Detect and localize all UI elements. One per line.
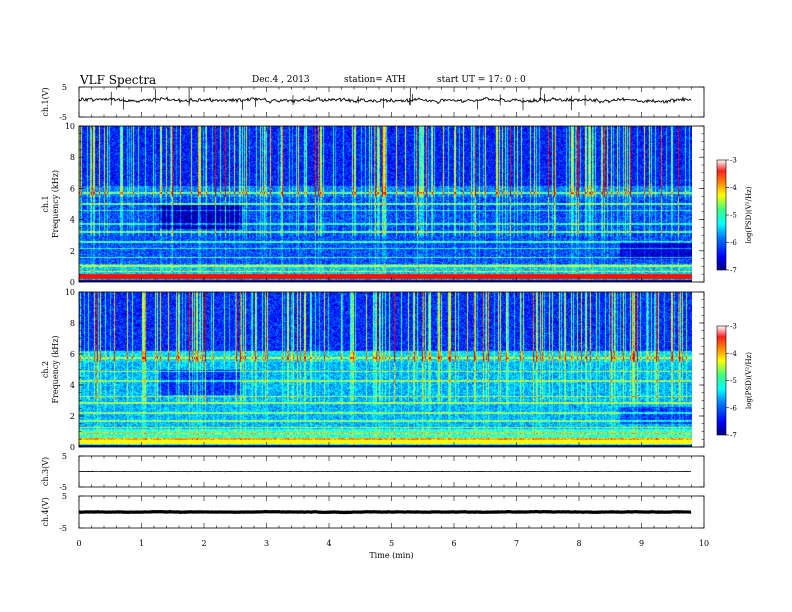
colorbar-tick-label: -4	[730, 184, 737, 192]
x-tick-label: 1	[139, 539, 144, 548]
y-tick-label: 8	[70, 319, 75, 328]
colorbar-label: log(PSD)(V²/Hz)	[745, 352, 753, 409]
y-tick-label: 6	[70, 184, 75, 193]
colorbar-tick-label: -6	[730, 239, 737, 247]
colorbar-tick-label: -7	[730, 267, 737, 275]
x-tick-label: 4	[326, 539, 331, 548]
colorbar-tick-label: -6	[730, 404, 737, 412]
x-tick-label: 9	[639, 539, 644, 548]
ch1-colorbar	[716, 159, 727, 271]
ch1-label: ch.1	[41, 195, 50, 212]
ch2-colorbar	[716, 325, 727, 436]
y-tick-label: 4	[70, 381, 75, 390]
colorbar-tick-label: -5	[730, 377, 737, 385]
date-label: Dec.4 , 2013	[252, 75, 310, 85]
ch3-label: ch.3(V)	[41, 457, 50, 486]
y-tick-label: -5	[59, 483, 67, 492]
y-tick-label: 10	[65, 122, 75, 131]
y-tick-label: 5	[62, 452, 67, 461]
y-tick-label: 8	[70, 153, 75, 162]
ch2-label: ch.2	[41, 361, 50, 378]
ch2-spectrogram-image	[79, 292, 692, 447]
y-tick-label: 0	[70, 278, 75, 287]
colorbar-label: log(PSD)(V²/Hz)	[745, 186, 753, 243]
colorbar-tick-label: -4	[730, 350, 737, 358]
y-tick-label: 2	[70, 412, 75, 421]
colorbar-tick-label: -7	[730, 432, 737, 440]
colorbar-tick-label: -5	[730, 212, 737, 220]
x-tick-label: 5	[389, 539, 394, 548]
frequency-axis-label: Frequency (kHz)	[51, 335, 60, 403]
y-tick-label: 2	[70, 247, 75, 256]
ch4-waveform-trace	[78, 509, 692, 515]
chart-title: VLF Spectra	[80, 73, 157, 87]
x-tick-label: 0	[76, 539, 81, 548]
y-tick-label: 4	[70, 216, 75, 225]
y-tick-label: -5	[59, 113, 67, 122]
x-tick-label: 3	[264, 539, 269, 548]
y-tick-label: 5	[62, 492, 67, 501]
x-tick-label: 10	[699, 539, 709, 548]
ch1-label: ch.1(V)	[41, 87, 50, 116]
y-tick-label: -5	[59, 524, 67, 533]
colorbar-tick-label: -3	[730, 157, 737, 165]
y-tick-label: 10	[65, 288, 75, 297]
x-axis-label: Time (min)	[369, 551, 413, 560]
x-tick-label: 8	[576, 539, 581, 548]
ch1-spectrogram-image	[79, 126, 692, 282]
y-tick-label: 5	[62, 83, 67, 92]
frequency-axis-label: Frequency (kHz)	[51, 170, 60, 238]
x-tick-label: 6	[451, 539, 456, 548]
ch4-label: ch.4(V)	[41, 497, 50, 526]
y-tick-label: 6	[70, 350, 75, 359]
x-tick-label: 7	[514, 539, 519, 548]
x-tick-label: 2	[201, 539, 206, 548]
colorbar-tick-label: -3	[730, 323, 737, 331]
station-label: station= ATH	[344, 75, 406, 85]
y-tick-label: 0	[70, 443, 75, 452]
start-time-label: start UT = 17: 0 : 0	[437, 75, 526, 85]
ch1-waveform-trace	[78, 96, 692, 105]
